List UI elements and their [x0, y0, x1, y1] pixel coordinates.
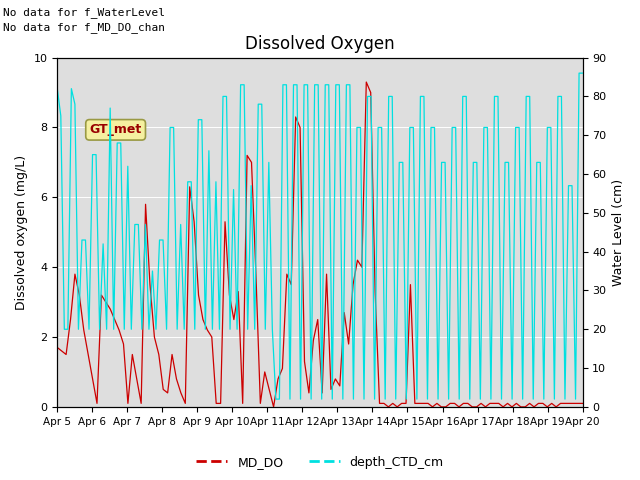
MD_DO [195, 292, 202, 298]
Text: No data for f_WaterLevel: No data for f_WaterLevel [3, 7, 165, 18]
Text: No data for f_MD_DO_chan: No data for f_MD_DO_chan [3, 22, 165, 33]
depth_CTD_cm [575, 70, 583, 76]
MD_DO [349, 282, 357, 288]
Legend: MD_DO, depth_CTD_cm: MD_DO, depth_CTD_cm [191, 451, 449, 474]
Y-axis label: Water Level (cm): Water Level (cm) [612, 179, 625, 286]
depth_CTD_cm [53, 86, 61, 92]
depth_CTD_cm [491, 94, 499, 99]
MD_DO [362, 79, 370, 85]
MD_DO [579, 400, 586, 406]
Line: depth_CTD_cm: depth_CTD_cm [57, 73, 582, 399]
MD_DO [570, 400, 578, 406]
MD_DO [164, 390, 172, 396]
MD_DO [424, 400, 432, 406]
MD_DO [53, 345, 61, 350]
depth_CTD_cm [353, 125, 361, 131]
depth_CTD_cm [420, 94, 428, 99]
MD_DO [477, 400, 485, 406]
depth_CTD_cm [579, 70, 586, 76]
depth_CTD_cm [332, 82, 340, 88]
MD_DO [269, 404, 277, 410]
Y-axis label: Dissolved oxygen (mg/L): Dissolved oxygen (mg/L) [15, 155, 28, 310]
Title: Dissolved Oxygen: Dissolved Oxygen [245, 35, 395, 53]
Text: GT_met: GT_met [90, 123, 141, 136]
depth_CTD_cm [262, 326, 269, 332]
Line: MD_DO: MD_DO [57, 82, 582, 407]
depth_CTD_cm [226, 326, 234, 332]
depth_CTD_cm [272, 396, 280, 402]
